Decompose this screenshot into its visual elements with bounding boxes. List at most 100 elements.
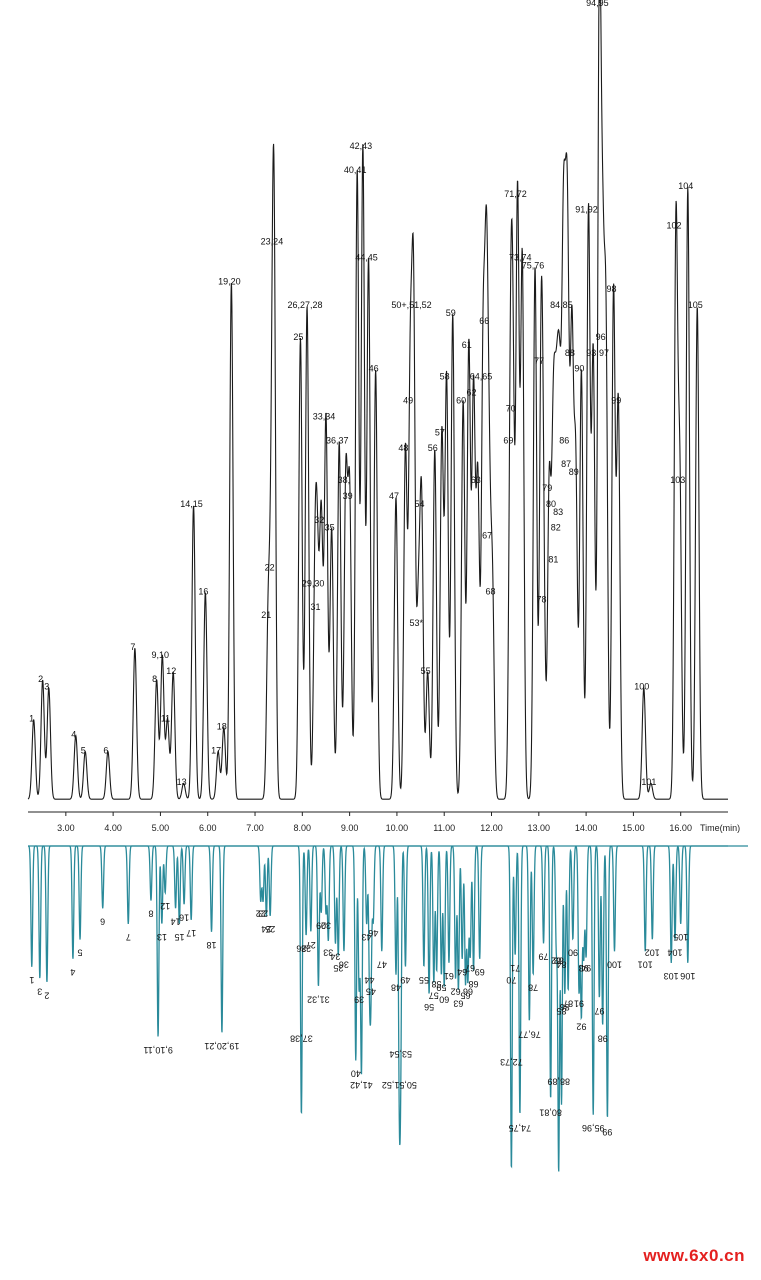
x-tick-label: 14.00 [575, 823, 598, 833]
top-peak-label: 12 [166, 666, 176, 676]
top-peak-label: 96 [596, 332, 606, 342]
top-peak-label: 86 [559, 435, 569, 445]
top-peak-label: 84,85 [550, 300, 573, 310]
bottom-peak-label: 50,51,52 [382, 1080, 417, 1090]
top-peak-label: 66 [479, 316, 489, 326]
x-tick-label: 15.00 [622, 823, 645, 833]
bottom-peak-label: 104 [667, 948, 682, 958]
x-tick-label: 16.00 [669, 823, 692, 833]
x-tick-label: 9.00 [341, 823, 359, 833]
top-peak-label: 36,37 [326, 435, 349, 445]
top-peak-label: 1 [29, 714, 34, 724]
bottom-peak-label: 95,96 [582, 1123, 605, 1133]
top-peak-label: 89 [569, 467, 579, 477]
top-peak-label: 26,27,28 [288, 300, 323, 310]
top-peak-label: 39 [343, 491, 353, 501]
top-peak-label: 46 [369, 364, 379, 374]
top-peak-label: 102 [666, 221, 681, 231]
bottom-peak-label: 24 [261, 924, 271, 934]
top-peak-label: 29,30 [302, 578, 325, 588]
top-peak-label: 80 [546, 499, 556, 509]
x-axis-title: Time(min) [700, 823, 740, 833]
bottom-peak-label: 26 [296, 944, 306, 954]
bottom-peak-label: 57 [429, 991, 439, 1001]
top-peak-label: 54 [415, 499, 425, 509]
bottom-peak-label: 35 [333, 963, 343, 973]
x-tick-label: 13.00 [528, 823, 551, 833]
bottom-peak-label: 91 [574, 998, 584, 1008]
bottom-peak-label: 62 [451, 987, 461, 997]
bottom-peak-label: 33 [323, 948, 333, 958]
top-peak-label: 19,20 [218, 276, 241, 286]
top-peak-label: 53* [409, 618, 423, 628]
bottom-peak-label: 16 [179, 913, 189, 923]
top-peak-label: 21 [261, 610, 271, 620]
top-peak-label: 79 [542, 483, 552, 493]
bottom-peak-label: 25 [265, 924, 275, 934]
bottom-peak-label: 15 [174, 932, 184, 942]
bottom-peak-label: 13 [157, 932, 167, 942]
bottom-peak-label: 18 [206, 940, 216, 950]
top-peak-label: 105 [688, 300, 703, 310]
top-peak-label: 9,10 [152, 650, 170, 660]
top-peak-label: 90 [574, 364, 584, 374]
top-peak-label: 58 [440, 372, 450, 382]
bottom-peak-label: 82 [551, 955, 561, 965]
bottom-peak-label: 43 [362, 932, 372, 942]
bottom-peak-label: 74,75 [509, 1123, 532, 1133]
top-peak-label: 70 [506, 403, 516, 413]
top-peak-label: 67 [482, 531, 492, 541]
x-tick-label: 11.00 [433, 823, 455, 833]
top-peak-label: 64,65 [470, 372, 493, 382]
bottom-peak-label: 40 [351, 1069, 361, 1079]
x-tick-label: 6.00 [199, 823, 217, 833]
top-peak-label: 69 [503, 435, 513, 445]
top-peak-label: 94,95 [586, 0, 609, 8]
top-peak-label: 91,92 [575, 205, 598, 215]
bottom-peak-label: 8 [149, 909, 154, 919]
bottom-peak-label: 53,54 [389, 1049, 412, 1059]
top-peak-label: 49 [403, 396, 413, 406]
bottom-peak-label: 44 [365, 975, 375, 985]
bottom-peak-label: 28 [301, 944, 311, 954]
top-peak-label: 40,41 [344, 165, 367, 175]
bottom-peak-label: 5 [77, 948, 82, 958]
top-peak-label: 97 [599, 348, 609, 358]
time-axis: 3.00 4.00 5.00 6.00 7.00 8.00 9.00 10.00 11.00 12… [28, 811, 740, 833]
top-peak-label: 17 [211, 745, 221, 755]
top-peak-label: 71,72 [504, 189, 527, 199]
top-peak-label: 50+,51,52 [391, 300, 431, 310]
top-peak-label: 42,43 [350, 141, 373, 151]
bottom-peak-label: 61 [444, 971, 454, 981]
bottom-peak-label: 100 [607, 959, 622, 969]
top-peak-label: 59 [446, 308, 456, 318]
top-peak-label: 57 [435, 427, 445, 437]
top-peak-label: 88 [565, 348, 575, 358]
bottom-peak-label: 83 [554, 955, 564, 965]
top-peak-label: 63 [471, 475, 481, 485]
x-tick-label: 10.00 [386, 823, 409, 833]
bottom-peak-label: 36 [339, 959, 349, 969]
bottom-peak-label: 97 [594, 1006, 604, 1016]
bottom-peak-label: 86 [560, 1002, 570, 1012]
bottom-peak-label: 72,73 [500, 1057, 523, 1067]
bottom-peak-label: 4 [70, 967, 75, 977]
top-peak-label: 77 [534, 356, 544, 366]
bottom-peak-label: 12 [160, 901, 170, 911]
top-peak-label: 87 [561, 459, 571, 469]
top-peak-label: 78 [537, 594, 547, 604]
top-peak-label: 55 [421, 666, 431, 676]
bottom-peak-label: 70 [506, 975, 516, 985]
x-tick-label: 7.00 [246, 823, 264, 833]
bottom-peak-label: 41,42 [350, 1080, 373, 1090]
bottom-peak-label: 56 [424, 1002, 434, 1012]
bottom-trace-line [27, 845, 728, 1172]
top-trace-line [27, 0, 728, 800]
top-peak-label: 99 [611, 396, 621, 406]
x-tick-label: 3.00 [57, 823, 75, 833]
bottom-peak-label: 66 [463, 987, 473, 997]
bottom-peak-label: 9,10,11 [143, 1045, 172, 1055]
bottom-peak-label: 71 [510, 963, 520, 973]
bottom-peak-label: 1 [29, 975, 34, 985]
